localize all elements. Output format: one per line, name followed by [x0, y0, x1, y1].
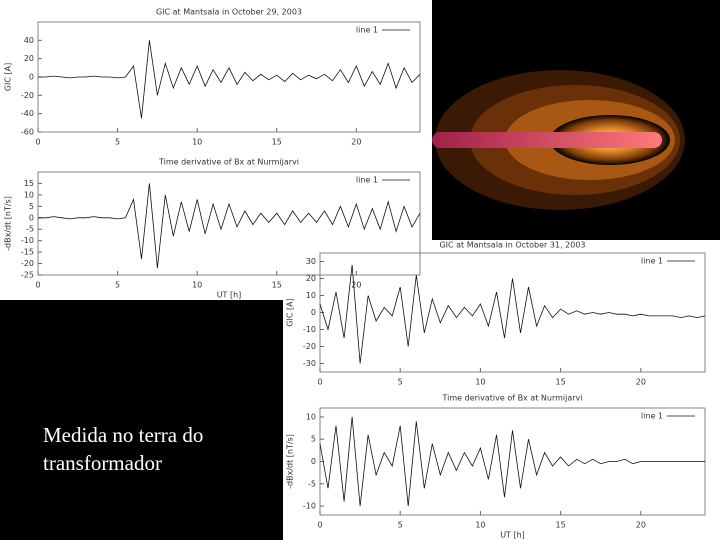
chart-title: GIC at Mantsala in October 29, 2003 — [156, 8, 302, 17]
x-tick-label: 5 — [398, 378, 403, 387]
y-tick-label: -20 — [21, 91, 34, 100]
y-tick-label: -25 — [21, 271, 34, 280]
y-tick-label: -30 — [303, 359, 316, 368]
x-tick-label: 0 — [35, 281, 40, 290]
y-tick-label: 30 — [306, 257, 316, 266]
y-tick-label: 0 — [29, 73, 34, 82]
x-tick-label: 20 — [351, 281, 361, 290]
legend-label: line 1 — [356, 26, 378, 35]
y-tick-label: 0 — [311, 457, 316, 466]
chart-title: GIC at Mantsala in October 31, 2003 — [439, 241, 585, 250]
y-tick-label: -20 — [21, 259, 34, 268]
chart: GIC at Mantsala in October 29, 2003 40 20 0… — [4, 8, 421, 147]
beam — [432, 132, 662, 148]
legend-label: line 1 — [641, 257, 663, 266]
y-tick-label: 20 — [306, 274, 316, 283]
y-tick-label: 10 — [306, 412, 316, 421]
y-tick-label: -15 — [21, 248, 34, 257]
y-tick-label: -5 — [26, 225, 34, 234]
y-tick-label: 20 — [24, 54, 34, 63]
legend-label: line 1 — [356, 176, 378, 185]
y-tick-label: 40 — [24, 36, 34, 45]
chart-title: Time derivative of Bx at Nurmijarvi — [441, 394, 582, 403]
series-line — [38, 40, 421, 119]
y-tick-label: 5 — [311, 435, 316, 444]
y-tick-label: -10 — [303, 502, 316, 511]
x-tick-label: 0 — [35, 138, 40, 147]
x-tick-label: 15 — [556, 521, 566, 530]
y-tick-label: 0 — [29, 213, 34, 222]
series-line — [38, 183, 421, 269]
x-tick-label: 20 — [636, 521, 646, 530]
x-tick-label: 5 — [115, 138, 120, 147]
x-tick-label: 20 — [636, 378, 646, 387]
y-axis-label: -dBx/dt [nT/s] — [286, 434, 295, 489]
x-tick-label: 10 — [192, 138, 202, 147]
x-tick-label: 15 — [272, 138, 282, 147]
y-tick-label: -60 — [21, 128, 34, 137]
x-tick-label: 0 — [317, 378, 322, 387]
x-tick-label: 15 — [556, 378, 566, 387]
series-line — [319, 264, 706, 364]
y-tick-label: -40 — [21, 109, 34, 118]
x-tick-label: 15 — [272, 281, 282, 290]
y-tick-label: 15 — [24, 179, 34, 188]
y-axis-label: GIC [A] — [286, 298, 295, 326]
y-axis-label: GIC [A] — [4, 63, 13, 91]
y-tick-label: 5 — [29, 202, 34, 211]
y-tick-label: -5 — [308, 479, 316, 488]
chart: Time derivative of Bx at Nurmijarvi 10 5 0 -… — [286, 394, 706, 540]
y-tick-label: 0 — [311, 308, 316, 317]
y-tick-label: -10 — [303, 325, 316, 334]
y-tick-label: -10 — [21, 236, 34, 245]
x-tick-label: 5 — [115, 281, 120, 290]
y-tick-label: 10 — [306, 291, 316, 300]
x-tick-label: 0 — [317, 521, 322, 530]
caption-line: transformador — [43, 451, 162, 475]
plot-panel — [283, 240, 720, 540]
y-axis-label: -dBx/dt [nT/s] — [4, 196, 13, 251]
chart: GIC at Mantsala in October 31, 2003 30 20 1… — [286, 241, 706, 387]
x-axis-label: UT [h] — [217, 291, 242, 300]
x-tick-label: 10 — [475, 378, 485, 387]
caption-line: Medida no terra do — [43, 423, 203, 447]
plot-frame — [37, 171, 421, 276]
x-tick-label: 10 — [475, 521, 485, 530]
x-tick-label: 20 — [351, 138, 361, 147]
legend-label: line 1 — [641, 412, 663, 421]
y-tick-label: 10 — [24, 190, 34, 199]
series-line — [319, 416, 705, 507]
x-tick-label: 5 — [398, 521, 403, 530]
x-axis-label: UT [h] — [500, 531, 525, 540]
chart-title: Time derivative of Bx at Nurmijarvi — [158, 158, 299, 167]
x-tick-label: 10 — [192, 281, 202, 290]
y-tick-label: -20 — [303, 342, 316, 351]
comet-graphic — [432, 70, 685, 210]
chart: Time derivative of Bx at Nurmijarvi 15 10 5… — [4, 158, 421, 300]
